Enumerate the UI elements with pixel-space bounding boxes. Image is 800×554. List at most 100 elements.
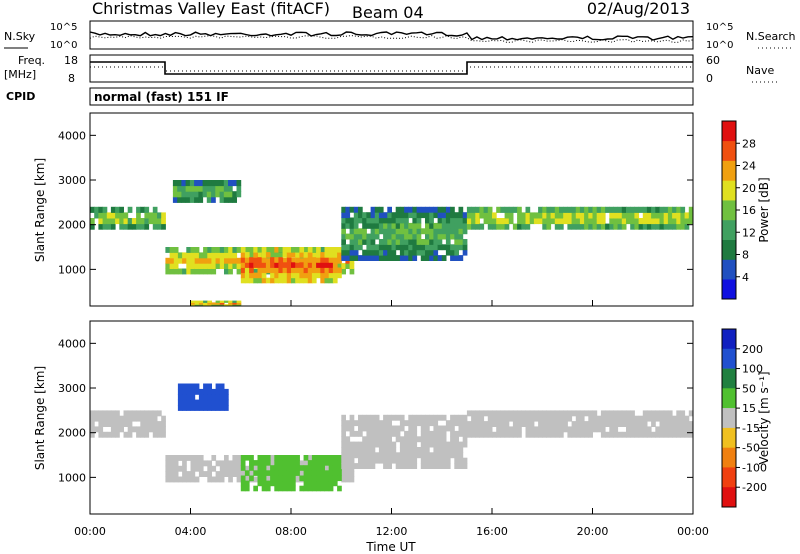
heatmap-cell: [123, 223, 129, 230]
heatmap-cell: [177, 383, 183, 390]
heatmap-cell: [185, 180, 191, 187]
heatmap-cell: [236, 304, 242, 307]
heatmap-cell: [383, 228, 388, 235]
heatmap-cell: [320, 252, 325, 258]
heatmap-cell: [626, 421, 631, 427]
heatmap-cell: [429, 244, 434, 251]
heatmap-cell: [504, 421, 510, 427]
heatmap-cell: [249, 471, 254, 477]
heatmap-cell: [445, 228, 451, 235]
heatmap-cell: [157, 218, 162, 225]
y-tick-label: 4000: [58, 337, 86, 350]
heatmap-cell: [458, 239, 464, 245]
heatmap-cell: [420, 436, 426, 443]
heatmap-cell: [207, 399, 212, 406]
heatmap-cell: [626, 410, 631, 417]
heatmap-cell: [286, 262, 292, 268]
colorbar-tick-label: 4: [742, 271, 749, 284]
heatmap-cell: [676, 431, 681, 438]
heatmap-cell: [198, 263, 204, 269]
heatmap-cell: [638, 421, 644, 427]
heatmap-cell: [533, 218, 539, 225]
heatmap-cell: [173, 465, 179, 472]
heatmap-cell: [655, 410, 660, 417]
heatmap-cell: [110, 206, 116, 213]
heatmap-cell: [190, 399, 196, 406]
heatmap-cell: [420, 430, 426, 437]
heatmap-cell: [207, 304, 212, 307]
heatmap-cell: [291, 485, 296, 492]
heatmap-cell: [445, 420, 451, 427]
heatmap-cell: [211, 257, 217, 264]
heatmap-cell: [617, 421, 623, 427]
heatmap-cell: [462, 425, 468, 432]
heatmap-cell: [425, 212, 430, 219]
heatmap-cell: [672, 426, 677, 433]
heatmap-cell: [630, 415, 635, 422]
heatmap-cell: [550, 426, 556, 433]
heatmap-cell: [224, 257, 229, 264]
heatmap-cell: [207, 300, 212, 303]
heatmap-cell: [90, 415, 95, 422]
heatmap-cell: [236, 476, 242, 483]
heatmap-cell: [466, 410, 472, 417]
heatmap-cell: [253, 252, 258, 258]
heatmap-cell: [559, 218, 564, 225]
heatmap-cell: [278, 480, 284, 487]
heatmap-cell: [579, 415, 585, 422]
heatmap-cell: [378, 249, 384, 256]
heatmap-cell: [203, 304, 208, 307]
heatmap-cell: [311, 470, 317, 476]
heatmap-cell: [425, 228, 430, 235]
heatmap-cell: [172, 185, 178, 192]
nave-trace: [90, 66, 693, 72]
heatmap-cell: [353, 420, 359, 427]
heatmap-cell: [278, 272, 284, 279]
heatmap-cell: [370, 228, 376, 235]
heatmap-cell: [362, 212, 367, 219]
heatmap-cell: [345, 457, 351, 464]
heatmap-cell: [182, 257, 187, 264]
heatmap-cell: [203, 399, 208, 406]
heatmap-cell: [433, 249, 439, 256]
heatmap-cell: [521, 212, 526, 219]
heatmap-cell: [525, 415, 531, 422]
heatmap-cell: [328, 277, 334, 284]
heatmap-cell: [525, 431, 531, 438]
heatmap-cell: [596, 218, 602, 225]
heatmap-cell: [437, 244, 443, 251]
heatmap-cell: [215, 302, 221, 305]
heatmap-cell: [106, 415, 112, 422]
heatmap-cell: [140, 410, 145, 417]
heatmap-cell: [563, 421, 568, 427]
heatmap-cell: [362, 222, 367, 229]
heatmap-cell: [374, 255, 380, 261]
heatmap-cell: [102, 206, 108, 213]
heatmap-cell: [521, 421, 526, 427]
heatmap-cell: [546, 218, 552, 225]
heatmap-cell: [172, 180, 178, 187]
heatmap-cell: [169, 455, 175, 461]
heatmap-cell: [320, 267, 325, 274]
heatmap-cell: [337, 267, 342, 274]
heatmap-cell: [458, 447, 464, 453]
heatmap-cell: [240, 247, 246, 253]
heatmap-cell: [236, 268, 242, 275]
heatmap-cell: [642, 421, 648, 427]
heatmap-cell: [366, 244, 372, 251]
heatmap-cell: [395, 425, 401, 432]
heatmap-cell: [215, 405, 221, 411]
heatmap-cell: [123, 410, 129, 417]
heatmap-cell: [123, 431, 129, 438]
heatmap-cell: [341, 476, 346, 483]
heatmap-cell: [366, 452, 372, 459]
heatmap-cell: [383, 233, 388, 240]
heatmap-cell: [215, 476, 221, 483]
heatmap-cell: [282, 455, 288, 461]
heatmap-cell: [458, 425, 464, 432]
heatmap-cell: [337, 455, 342, 461]
heatmap-cell: [466, 223, 472, 230]
heatmap-cell: [454, 420, 459, 427]
heatmap-cell: [621, 218, 627, 225]
heatmap-cell: [215, 383, 221, 390]
